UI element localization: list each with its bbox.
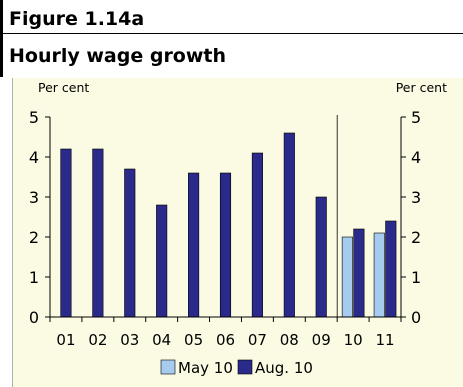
- y-tick-label-right: 0: [411, 308, 421, 327]
- bar-aug10-11: [385, 220, 397, 318]
- x-tick-label: 01: [56, 331, 75, 349]
- y-axis-label-right: Per cent: [396, 80, 447, 95]
- y-tick-label-right: 1: [411, 268, 421, 287]
- y-tick-label-left: 0: [29, 308, 39, 327]
- x-tick-label: 07: [248, 331, 267, 349]
- y-axis-label-left: Per cent: [38, 80, 89, 95]
- legend-swatch-aug10: [237, 359, 253, 375]
- y-tick-label-left: 4: [29, 148, 39, 167]
- y-tick-label-right: 3: [411, 188, 421, 207]
- y-tick-label-right: 4: [411, 148, 421, 167]
- bar-aug10-03: [124, 168, 136, 318]
- legend: May 10 Aug. 10: [160, 359, 313, 377]
- figure-header: Figure 1.14a Hourly wage growth: [0, 0, 463, 77]
- bar-aug10-10: [353, 228, 365, 318]
- bar-chart: Per cent Per cent 0 01 12 23 34 45 501 02 03 04 05…: [29, 80, 447, 377]
- x-tick-label: 04: [152, 331, 171, 349]
- x-tick-label: 06: [216, 331, 235, 349]
- chart-panel: Per cent Per cent 0 0 1 1 2 2 3 3 4 4 5 5 01 02 03 04 05…: [12, 78, 463, 387]
- x-tick-label: 08: [280, 331, 299, 349]
- figure-title: Hourly wage growth: [9, 45, 227, 67]
- bar-aug10-08: [283, 132, 295, 318]
- x-tick-label: 05: [184, 331, 203, 349]
- bar-aug10-02: [92, 148, 104, 318]
- bar-aug10-05: [188, 172, 200, 318]
- bar-aug10-06: [219, 172, 232, 318]
- bar-aug10-04: [156, 204, 168, 318]
- y-tick-label-right: 5: [411, 108, 421, 127]
- y-tick-label-left: 5: [29, 108, 39, 127]
- x-tick-label: 02: [88, 331, 107, 349]
- x-tick-label: 11: [375, 331, 394, 349]
- legend-swatch-may10: [160, 359, 176, 375]
- figure-number: Figure 1.14a: [9, 8, 145, 30]
- y-tick-label-left: 2: [29, 228, 39, 247]
- header-divider: [3, 33, 463, 34]
- legend-label-may10: May 10: [178, 359, 233, 377]
- x-tick-label: 10: [344, 331, 363, 349]
- bar-aug10-07: [251, 152, 263, 318]
- legend-label-aug10: Aug. 10: [255, 359, 313, 377]
- bar-aug10-01: [60, 148, 72, 318]
- bar-may10-10: [341, 236, 353, 318]
- x-tick-label: 09: [312, 331, 331, 349]
- bar-may10-11: [373, 232, 385, 318]
- bar-aug10-09: [315, 196, 327, 318]
- x-tick-label: 03: [120, 331, 139, 349]
- plot-area: 0 01 12 23 34 45 501 02 03 04 05 06 07 08 09 10 11: [29, 108, 421, 349]
- y-tick-label-right: 2: [411, 228, 421, 247]
- y-tick-label-left: 3: [29, 188, 39, 207]
- y-tick-label-left: 1: [29, 268, 39, 287]
